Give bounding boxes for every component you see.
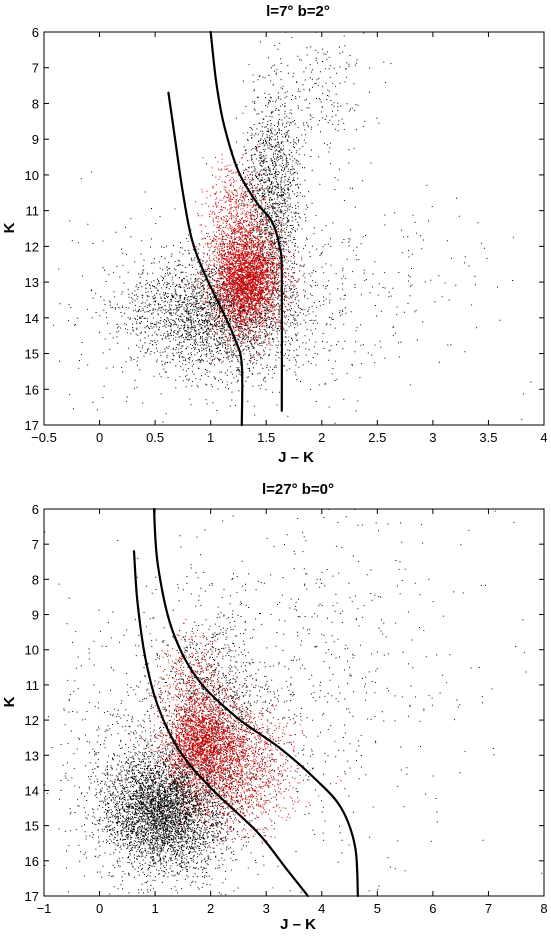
scatter-series-black bbox=[52, 31, 545, 426]
x-tick-label: 7 bbox=[485, 901, 492, 916]
bottom-panel: l=27° b=0° −1 0 1 2 3 4 5 6 7 8 67891011121314151… bbox=[1, 481, 548, 933]
y-tick-label: 15 bbox=[25, 347, 39, 362]
y-tick-label: 9 bbox=[32, 608, 39, 623]
top-panel-ticks bbox=[43, 31, 545, 426]
top-panel-x-tick-labels: −0.5 0 0.5 1 1.5 2 2.5 3 3.5 4 bbox=[31, 430, 547, 445]
y-tick-label: 7 bbox=[32, 537, 39, 552]
y-tick-label: 10 bbox=[25, 643, 39, 658]
y-tick-label: 12 bbox=[25, 713, 39, 728]
x-tick-label: 0 bbox=[96, 901, 103, 916]
y-tick-label: 8 bbox=[32, 572, 39, 587]
bottom-panel-title: l=27° b=0° bbox=[262, 481, 334, 498]
x-tick-label: 4 bbox=[318, 901, 325, 916]
bottom-panel-boundaries bbox=[132, 507, 359, 898]
bottom-panel-axes-frame bbox=[43, 508, 545, 897]
y-tick-label: 16 bbox=[25, 382, 39, 397]
y-tick-label: 13 bbox=[25, 748, 39, 763]
bottom-panel-x-tick-labels: −1 0 1 2 3 4 5 6 7 8 bbox=[37, 901, 548, 916]
x-tick-label: 2.5 bbox=[368, 430, 386, 445]
x-tick-label: 2 bbox=[318, 430, 325, 445]
top-panel: l=7° b=2° −0.5 0 0.5 1 1.5 2 2.5 3 3.5 4 6 7 8 9 10 11… bbox=[1, 3, 548, 466]
x-tick-label: 2 bbox=[207, 901, 214, 916]
boundary-line-right bbox=[152, 507, 359, 898]
y-tick-label: 6 bbox=[32, 502, 39, 517]
y-tick-label: 16 bbox=[25, 854, 39, 869]
y-tick-label: 9 bbox=[32, 132, 39, 147]
boundary-line-left bbox=[132, 550, 309, 898]
bottom-panel-x-axis-label: J – K bbox=[280, 916, 316, 933]
y-tick-label: 15 bbox=[25, 819, 39, 834]
boundary-line-right bbox=[209, 30, 284, 412]
bottom-panel-y-tick-labels: 6 7 8 9 10 11 12 13 14 15 16 17 bbox=[25, 502, 39, 904]
top-panel-boundaries bbox=[167, 30, 284, 427]
x-tick-label: 1 bbox=[151, 901, 158, 916]
scatter-series-red bbox=[120, 618, 342, 889]
bottom-panel-ticks bbox=[43, 508, 545, 897]
y-tick-label: 11 bbox=[26, 678, 40, 693]
y-tick-label: 17 bbox=[25, 889, 39, 904]
bottom-panel-points bbox=[44, 508, 543, 896]
y-tick-label: 10 bbox=[25, 168, 39, 183]
y-tick-label: 11 bbox=[26, 204, 40, 219]
y-tick-label: 7 bbox=[32, 61, 39, 76]
x-tick-label: −1 bbox=[37, 901, 52, 916]
top-panel-axes-frame bbox=[43, 31, 545, 426]
y-tick-label: 12 bbox=[25, 239, 39, 254]
y-tick-label: 13 bbox=[25, 275, 39, 290]
x-tick-label: 6 bbox=[429, 901, 436, 916]
y-tick-label: 14 bbox=[25, 311, 39, 326]
y-tick-label: 8 bbox=[32, 96, 39, 111]
x-tick-label: 1 bbox=[207, 430, 214, 445]
scatter-series-red bbox=[181, 132, 306, 383]
x-tick-label: 1.5 bbox=[257, 430, 275, 445]
x-tick-label: 0.5 bbox=[146, 430, 164, 445]
top-panel-y-axis-label: K bbox=[1, 222, 18, 233]
scatter-series-black bbox=[44, 508, 543, 896]
top-panel-title: l=7° b=2° bbox=[266, 3, 330, 20]
top-panel-x-axis-label: J – K bbox=[278, 449, 314, 466]
top-panel-y-tick-labels: 6 7 8 9 10 11 12 13 14 15 16 17 bbox=[25, 25, 39, 433]
x-tick-label: −0.5 bbox=[31, 430, 57, 445]
x-tick-label: 3.5 bbox=[479, 430, 497, 445]
x-tick-label: 8 bbox=[540, 901, 547, 916]
y-tick-label: 17 bbox=[25, 418, 39, 433]
x-tick-label: 4 bbox=[540, 430, 547, 445]
top-panel-points bbox=[52, 31, 545, 426]
boundary-line-left bbox=[167, 91, 244, 427]
x-tick-label: 3 bbox=[429, 430, 436, 445]
x-tick-label: 3 bbox=[263, 901, 270, 916]
x-tick-label: 5 bbox=[374, 901, 381, 916]
bottom-panel-y-axis-label: K bbox=[1, 696, 18, 707]
y-tick-label: 6 bbox=[32, 25, 39, 40]
x-tick-label: 0 bbox=[96, 430, 103, 445]
y-tick-label: 14 bbox=[25, 783, 39, 798]
